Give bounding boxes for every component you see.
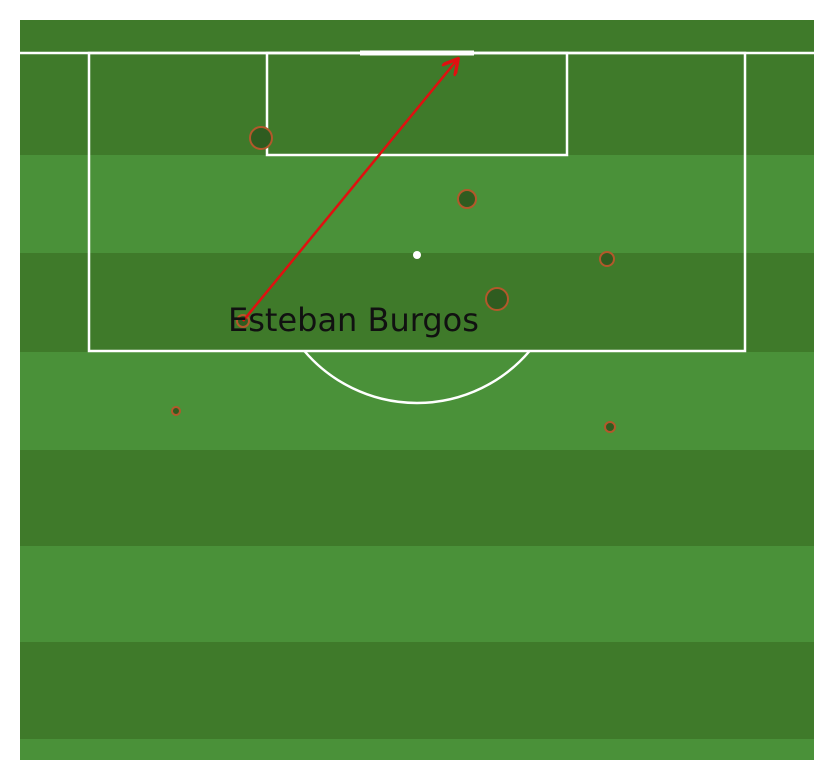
shot <box>599 251 615 267</box>
stripe <box>20 253 814 352</box>
shot <box>604 421 616 433</box>
stripe <box>20 352 814 450</box>
stripe <box>20 155 814 253</box>
shots <box>171 60 616 433</box>
shot <box>457 189 477 209</box>
player-name: Esteban Burgos <box>228 301 479 339</box>
pitch <box>20 20 814 760</box>
six-yard-box <box>265 51 569 157</box>
stripe <box>20 739 814 760</box>
shot-arrow <box>242 60 457 322</box>
stripe <box>20 546 814 642</box>
penalty-spot <box>413 251 421 259</box>
stripe <box>20 20 814 155</box>
shot <box>249 126 273 150</box>
stripe <box>20 642 814 739</box>
penalty-arc <box>303 350 531 405</box>
shot <box>485 287 509 311</box>
shot <box>171 406 181 416</box>
stripe <box>20 450 814 546</box>
